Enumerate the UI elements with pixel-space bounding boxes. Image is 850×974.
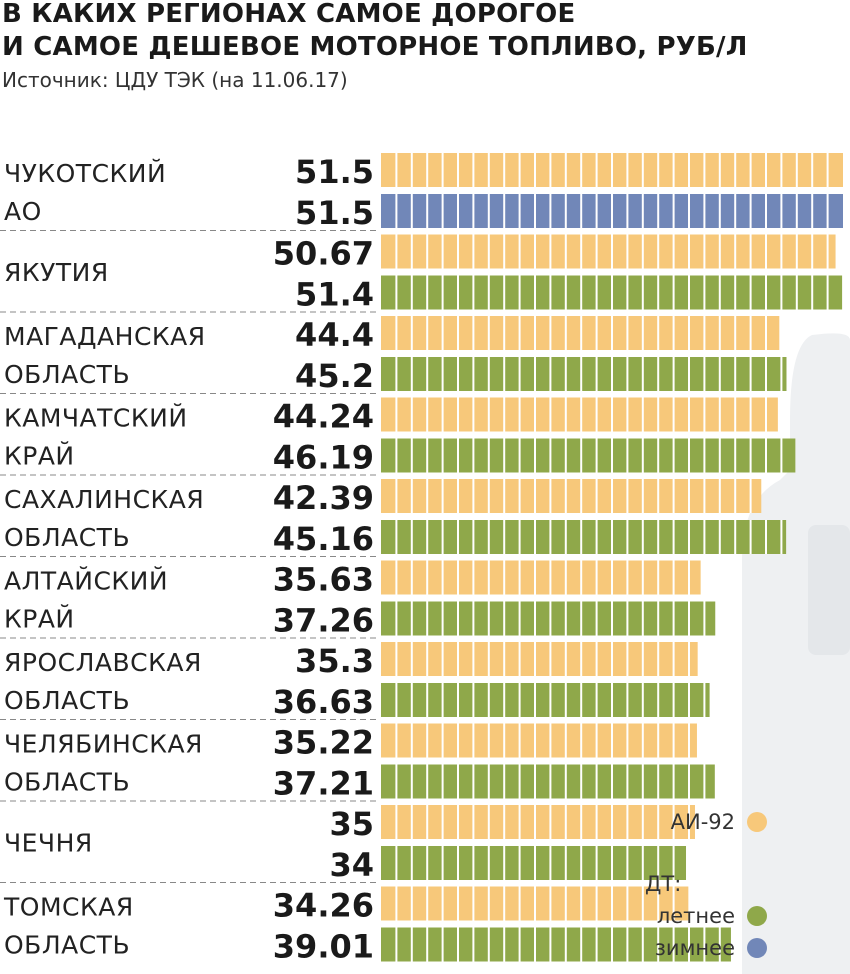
region-label: САХАЛИНСКАЯ — [4, 485, 204, 514]
value-label: 45.16 — [273, 520, 374, 558]
value-label: 35 — [329, 805, 374, 843]
value-label: 51.4 — [295, 276, 374, 314]
region-label: ТОМСКАЯ — [3, 893, 134, 922]
value-label: 50.67 — [273, 235, 374, 273]
source-note: Источник: ЦДУ ТЭК (на 11.06.17) — [2, 68, 348, 92]
value-label: 35.22 — [273, 724, 374, 762]
region-label: МАГАДАНСКАЯ — [4, 322, 206, 351]
bar-ai92 — [381, 642, 698, 676]
chart-title-line-1: В КАКИХ РЕГИОНАХ САМОЕ ДОРОГОЕ — [2, 0, 576, 29]
value-label: 51.5 — [295, 194, 374, 232]
value-label: 45.2 — [295, 357, 374, 395]
value-label: 51.5 — [295, 153, 374, 191]
value-label: 44.24 — [273, 398, 374, 436]
value-label: 34 — [329, 846, 374, 884]
region-label: ЯКУТИЯ — [4, 258, 109, 287]
value-label: 37.26 — [273, 602, 374, 640]
region-label: АЛТАЙСКИЙ — [4, 567, 168, 596]
value-label: 46.19 — [273, 439, 374, 477]
bar-ai92 — [381, 479, 762, 513]
region-label: ЯРОСЛАВСКАЯ — [4, 648, 202, 677]
legend-dt-title-label: ДТ: — [645, 872, 681, 896]
bar-dt-summer — [381, 683, 710, 717]
region-label: ЧЕЛЯБИНСКАЯ — [4, 730, 203, 759]
row-group: ЧУКОТСКИЙ АО 51.551.5 — [4, 153, 843, 232]
region-label: КАМЧАТСКИЙ — [4, 404, 188, 433]
legend-ai92-label: АИ-92 — [671, 810, 735, 834]
region-label: ЧУКОТСКИЙ — [4, 159, 166, 188]
region-label: КРАЙ — [4, 605, 75, 634]
chart-title: В КАКИХ РЕГИОНАХ САМОЕ ДОРОГОЕ И САМОЕ Д… — [2, 0, 748, 64]
value-label: 35.63 — [273, 561, 374, 599]
value-label: 39.01 — [273, 928, 374, 966]
value-label: 44.4 — [295, 316, 374, 354]
legend-dt-summer-swatch — [747, 906, 767, 926]
bar-dt-summer — [381, 764, 715, 799]
value-label: 35.3 — [295, 642, 374, 680]
legend-dt-winter-swatch — [747, 938, 767, 958]
value-label: 34.26 — [273, 887, 374, 925]
bar-dt-summer — [381, 601, 716, 636]
legend-dt-winter-label: зимнее — [655, 936, 735, 960]
bar-dt-summer — [381, 438, 796, 473]
region-label: ОБЛАСТЬ — [4, 768, 130, 797]
region-label: ОБЛАСТЬ — [4, 931, 130, 960]
bar-dt-summer — [381, 846, 687, 880]
bar-ai92 — [381, 560, 701, 595]
region-label: ОБЛАСТЬ — [4, 360, 130, 389]
region-label: ОБЛАСТЬ — [4, 523, 130, 552]
bar-ai92 — [381, 723, 697, 758]
region-label: АО — [4, 197, 42, 226]
row-group: ЯРОСЛАВСКАЯ ОБЛАСТЬ 35.336.63 — [0, 637, 710, 721]
bar-ai92 — [381, 316, 780, 350]
value-label: 42.39 — [273, 479, 374, 517]
value-label: 37.21 — [273, 765, 374, 803]
region-label: КРАЙ — [4, 442, 75, 471]
legend: АИ-92 ДТ: летнее зимнее — [645, 810, 767, 960]
row-group: МАГАДАНСКАЯ ОБЛАСТЬ 44.445.2 — [0, 311, 787, 395]
bar-dt-summer — [381, 520, 787, 554]
bar-ai92 — [381, 397, 778, 432]
region-label: ОБЛАСТЬ — [4, 686, 130, 715]
chart-title-line-2: И САМОЕ ДЕШЕВОЕ МОТОРНОЕ ТОПЛИВО, РУБ/Л — [2, 32, 748, 62]
region-label: ЧЕЧНЯ — [4, 829, 93, 858]
legend-ai92-swatch — [747, 812, 767, 832]
bar-ai92 — [381, 234, 836, 269]
value-label: 36.63 — [273, 683, 374, 721]
legend-dt-summer-label: летнее — [657, 904, 735, 928]
